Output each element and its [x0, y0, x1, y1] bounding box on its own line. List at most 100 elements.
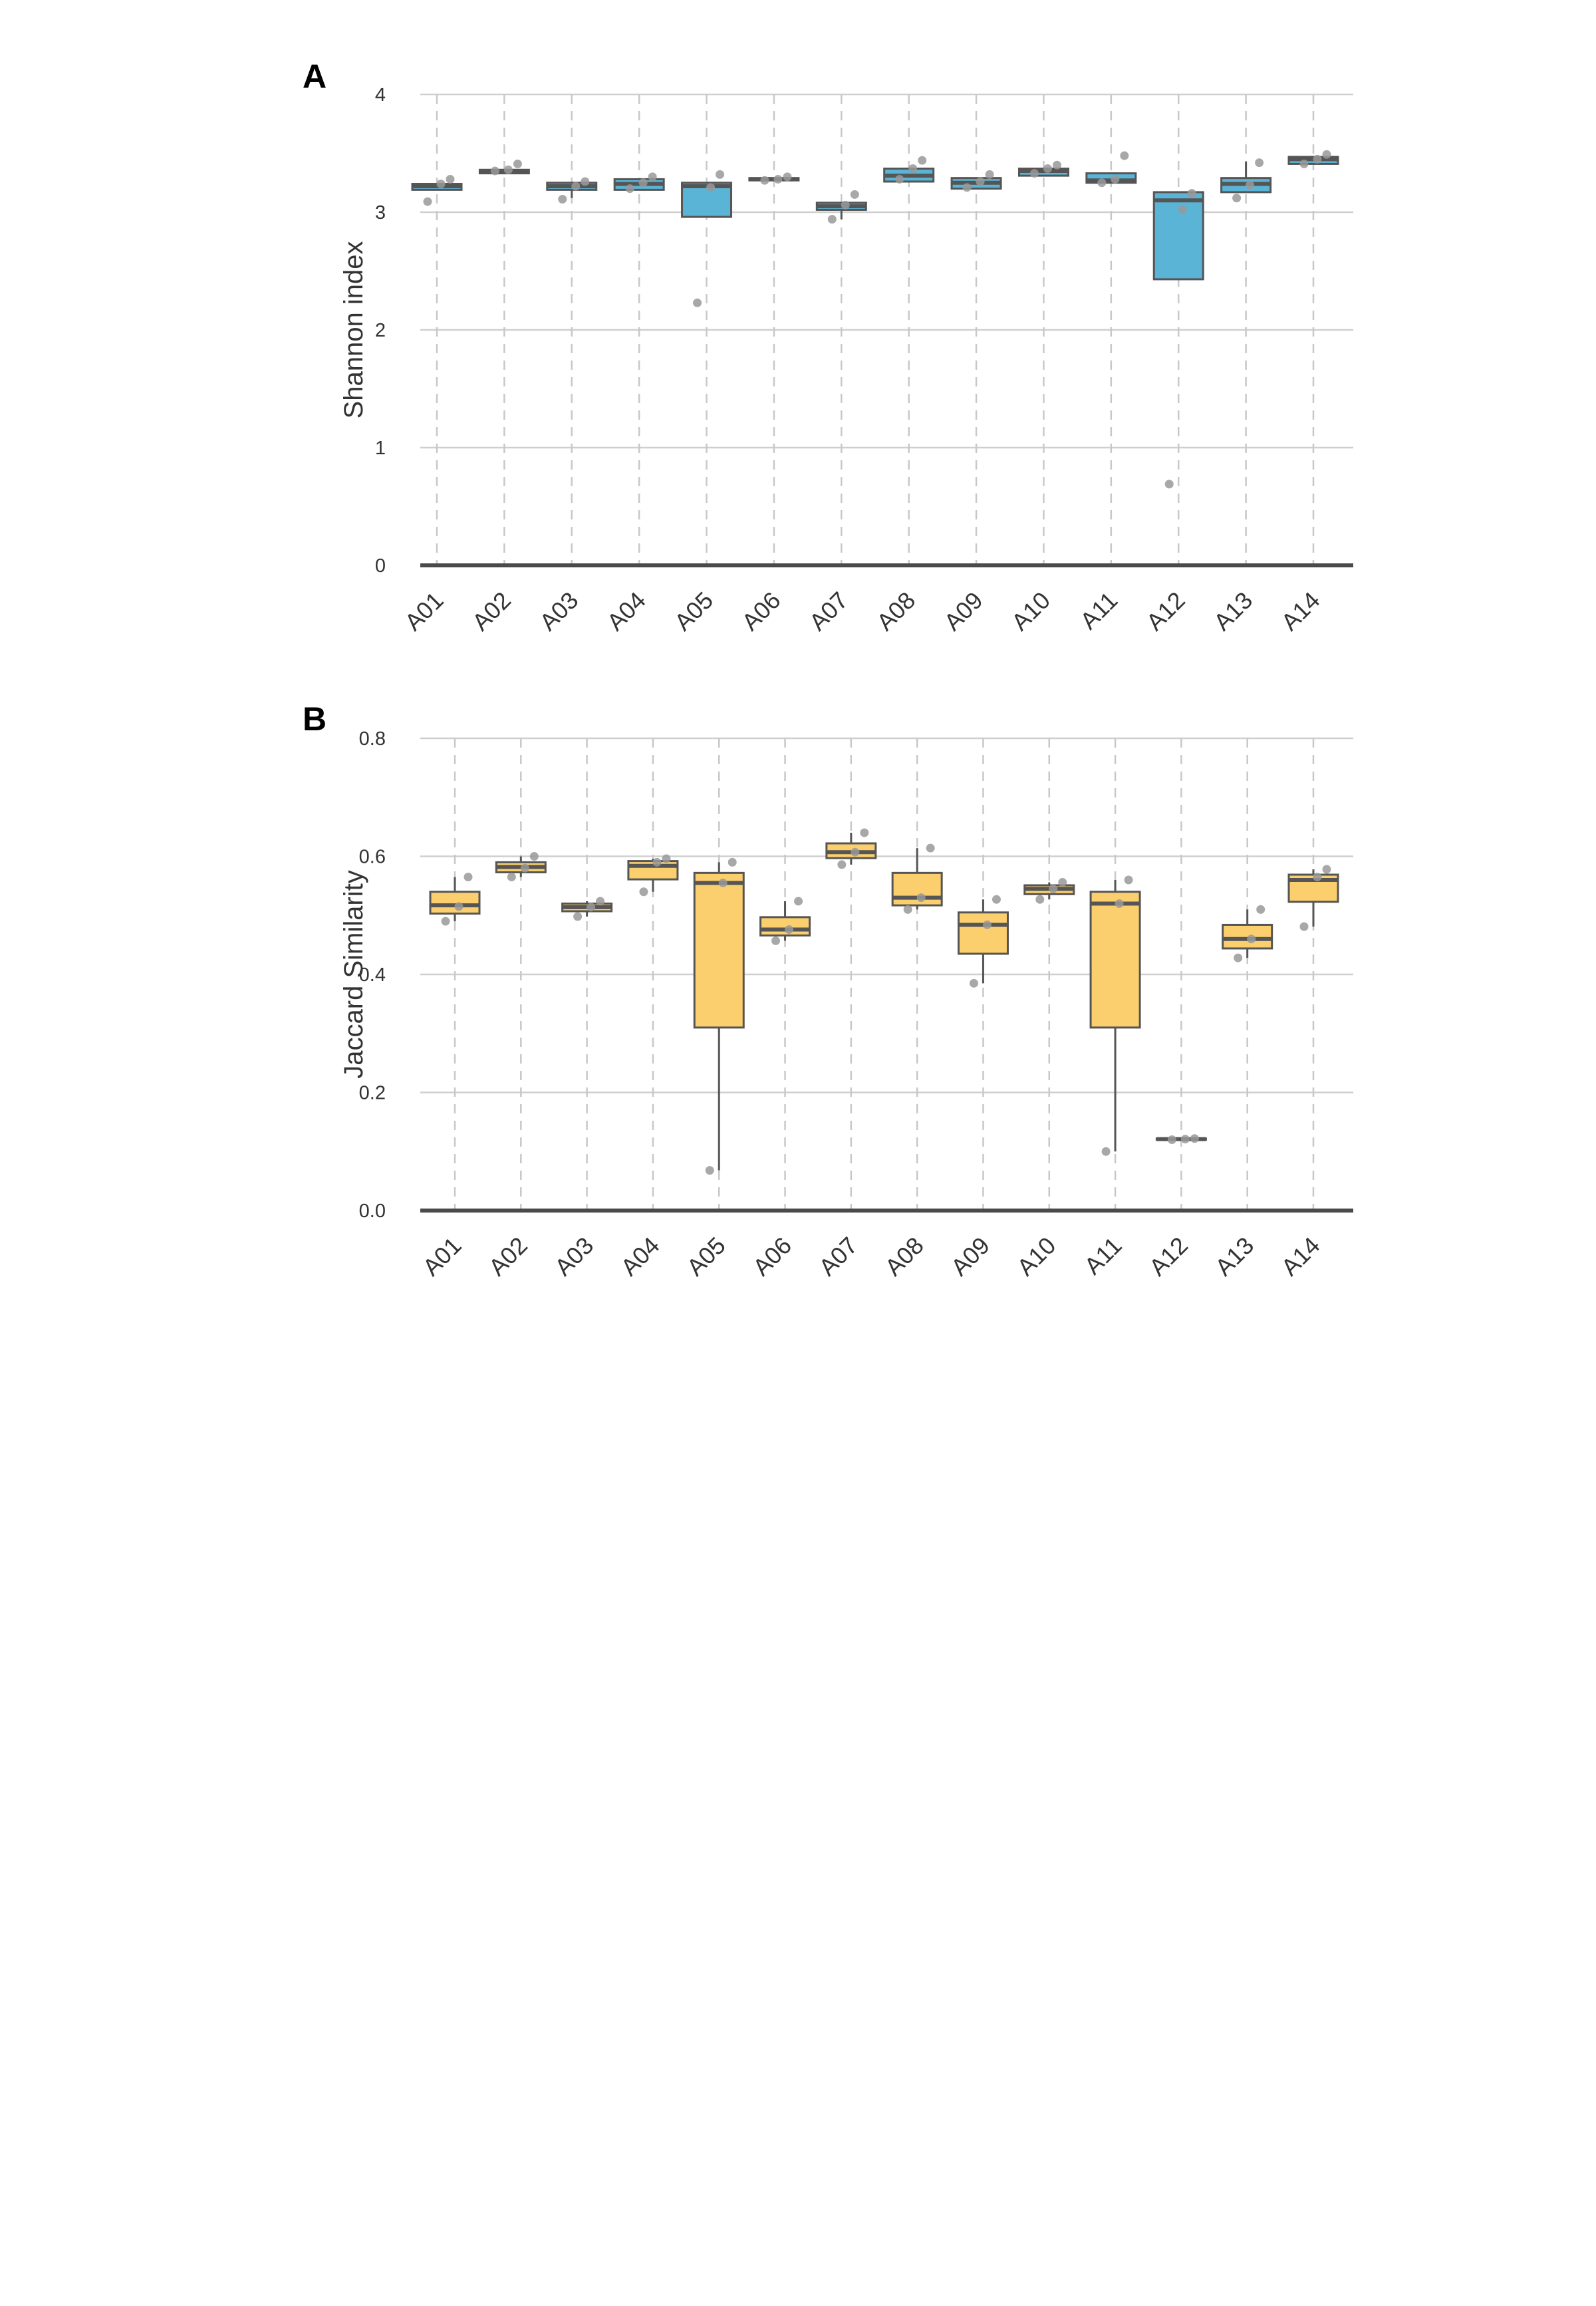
box-A10	[1017, 160, 1069, 178]
data-point	[436, 180, 446, 189]
data-point	[783, 172, 792, 182]
data-point	[520, 863, 529, 873]
y-tick-label: 0.8	[359, 728, 386, 750]
data-point	[1187, 189, 1196, 198]
data-point	[985, 170, 994, 179]
box-A14	[1287, 865, 1339, 931]
data-point	[464, 873, 473, 882]
data-point	[962, 183, 972, 192]
box-A03	[561, 897, 613, 921]
box-iqr	[1089, 891, 1141, 1029]
data-point	[908, 164, 918, 174]
data-point	[441, 917, 450, 926]
y-tick-label: 0	[375, 555, 386, 577]
y-tick-label: 4	[375, 84, 386, 106]
box-A02	[478, 159, 530, 176]
box-A12	[1155, 1134, 1207, 1144]
box-A11	[1089, 875, 1141, 1156]
data-point	[1101, 1147, 1111, 1156]
data-point	[662, 854, 671, 863]
data-point	[716, 170, 725, 179]
data-point	[573, 912, 583, 921]
data-point	[1255, 158, 1264, 168]
data-point	[773, 174, 783, 184]
data-point	[1180, 1135, 1190, 1144]
data-point	[850, 190, 859, 199]
data-point	[760, 176, 769, 185]
data-point	[1299, 159, 1309, 168]
data-point	[841, 200, 850, 210]
box-A04	[627, 854, 679, 897]
data-point	[581, 177, 590, 186]
data-point	[1256, 905, 1265, 914]
data-point	[1124, 875, 1133, 885]
data-point	[895, 174, 904, 184]
box-iqr	[891, 871, 943, 907]
box-A10	[1023, 878, 1075, 904]
box-iqr	[759, 916, 811, 937]
data-point	[1164, 480, 1174, 489]
data-point	[1029, 169, 1039, 178]
data-point	[903, 905, 912, 914]
data-point	[1035, 895, 1045, 904]
data-point	[918, 156, 927, 165]
box-A08	[891, 843, 943, 914]
box-A04	[613, 172, 665, 194]
box-A05	[681, 170, 733, 307]
data-point	[1111, 174, 1120, 184]
data-point	[1313, 873, 1322, 882]
data-point	[513, 159, 522, 168]
box-iqr	[1222, 923, 1273, 950]
data-point	[1313, 154, 1322, 164]
y-tick-label: 0.4	[359, 964, 386, 986]
data-point	[1049, 884, 1058, 893]
data-point	[652, 857, 662, 867]
data-point	[558, 195, 567, 204]
data-point	[638, 178, 648, 188]
data-point	[1232, 194, 1242, 203]
data-point	[1247, 935, 1256, 944]
y-tick-label: 3	[375, 202, 386, 223]
data-point	[1234, 953, 1243, 962]
data-point	[490, 166, 499, 176]
data-point	[1246, 180, 1255, 190]
data-point	[454, 902, 464, 911]
box-A05	[693, 857, 745, 1175]
y-tick-label: 2	[375, 320, 386, 341]
data-point	[916, 893, 926, 903]
panel-label: B	[303, 700, 327, 738]
data-point	[718, 878, 728, 887]
data-point	[728, 857, 737, 867]
box-iqr	[1152, 191, 1204, 281]
box-A11	[1085, 151, 1137, 188]
box-A09	[950, 170, 1002, 192]
box-iqr	[429, 891, 481, 915]
data-point	[992, 895, 1001, 904]
data-point	[1115, 899, 1124, 908]
data-point	[860, 828, 869, 837]
panel-label: A	[303, 58, 327, 95]
data-point	[529, 852, 539, 861]
data-point	[706, 183, 716, 192]
box-A01	[411, 174, 463, 206]
data-point	[982, 920, 992, 929]
box-A01	[429, 873, 481, 926]
data-point	[705, 1166, 714, 1175]
data-point	[1322, 865, 1331, 874]
data-point	[625, 184, 634, 194]
y-tick-label: 1	[375, 438, 386, 459]
box-A12	[1152, 189, 1204, 489]
data-point	[596, 897, 605, 906]
data-point	[1178, 205, 1187, 214]
box-A08	[883, 156, 935, 184]
box-iqr	[957, 911, 1009, 955]
y-tick-label: 0.6	[359, 847, 386, 868]
data-point	[1322, 150, 1331, 159]
box-A02	[495, 852, 547, 882]
data-point	[693, 298, 702, 307]
data-point	[507, 873, 516, 882]
data-point	[969, 978, 978, 988]
